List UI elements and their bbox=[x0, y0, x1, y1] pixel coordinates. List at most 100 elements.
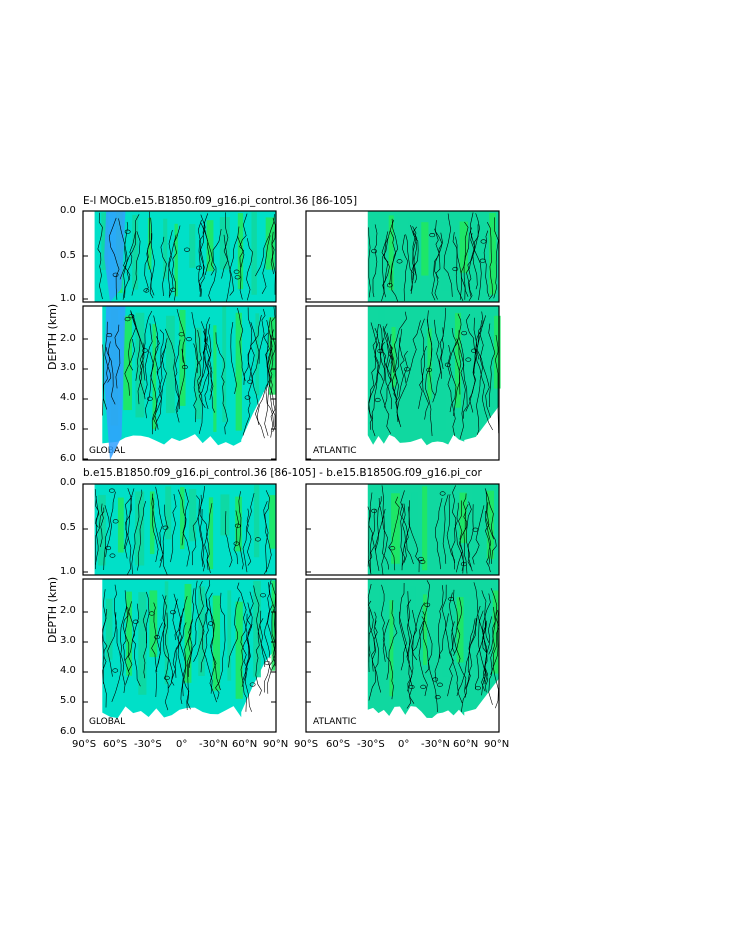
atlantic-upper-bottom-contour-line bbox=[442, 494, 449, 564]
atlantic-upper-bottom-contour-line bbox=[408, 500, 420, 573]
global-lower-bottom-contour-line bbox=[128, 603, 140, 672]
global-upper-top-contour-line bbox=[144, 217, 153, 292]
atlantic-lower-top-contour-line bbox=[475, 320, 491, 418]
global-lower-top-contour-line bbox=[258, 308, 266, 364]
atlantic-upper-bottom-contour-line bbox=[485, 490, 494, 540]
global-upper-top-contour-line bbox=[239, 213, 248, 268]
global-lower-top-contour-line bbox=[124, 338, 136, 396]
x-tick-left-30N: -30°N bbox=[199, 739, 228, 750]
atlantic-lower-bottom-contour-line bbox=[367, 583, 372, 663]
atlantic-upper-bottom-zero-label bbox=[419, 559, 426, 564]
global-upper-top-contour-line bbox=[261, 235, 271, 294]
global-upper-bottom-contour-line bbox=[170, 494, 177, 563]
atlantic-lower-bottom-contour-line bbox=[475, 593, 491, 690]
top-figure-title: E-l MOCb.e15.B1850.f09_g16.pi_control.36… bbox=[83, 195, 358, 207]
atlantic-upper-bottom-zero-label bbox=[389, 546, 396, 551]
global-lower-top-contour-line bbox=[165, 328, 180, 423]
global-lower-top-contour-line bbox=[102, 344, 108, 410]
atlantic-upper-top-contour-line bbox=[401, 234, 409, 301]
atlantic-lower-bottom-contour-line bbox=[482, 622, 489, 693]
global-upper-bottom-band bbox=[208, 497, 214, 570]
atlantic-upper-top-zero-label bbox=[479, 258, 486, 263]
atlantic-lower-top-contour-line bbox=[392, 337, 401, 396]
global-lower-top-contour-line bbox=[237, 307, 246, 382]
atlantic-lower-top-contour-line bbox=[369, 337, 385, 430]
atlantic-lower-top-contour-line bbox=[457, 313, 468, 419]
global-lower-bottom-contour-line bbox=[255, 610, 262, 696]
y-tick-top-0.5: 0.5 bbox=[60, 250, 76, 261]
global-upper-top-contour-line bbox=[123, 221, 131, 281]
atlantic-upper-bottom-contour-line bbox=[466, 501, 472, 568]
global-upper-bottom-zero-label bbox=[109, 488, 115, 493]
global-upper-bottom-contour-line bbox=[155, 486, 168, 575]
atlantic-lower-bottom-zero-label bbox=[434, 695, 441, 700]
global-lower-top-contour-line bbox=[176, 309, 186, 363]
atlantic-lower-bottom-zero-label bbox=[424, 602, 431, 607]
global-lower-top-zero-label bbox=[247, 379, 254, 384]
global-upper-bottom-contour-line bbox=[124, 495, 133, 559]
atlantic-upper-top-contour-line bbox=[434, 232, 443, 300]
atlantic-lower-bottom-contour-line bbox=[481, 590, 490, 643]
global-lower-bottom-contour-line bbox=[253, 585, 272, 671]
global-lower-top-contour-line bbox=[271, 306, 276, 371]
global-upper-bottom-band bbox=[220, 494, 230, 536]
global-lower-bottom-contour-line bbox=[267, 580, 276, 694]
atlantic-lower-top-band bbox=[391, 327, 396, 388]
global-upper-top-contour-line bbox=[237, 235, 245, 300]
atlantic-upper-top-band bbox=[459, 221, 469, 273]
atlantic-lower-top-contour-line bbox=[379, 342, 391, 434]
global-lower-bottom-contour-line bbox=[174, 608, 184, 678]
panel-label-global-bottom: GLOBAL bbox=[89, 717, 126, 727]
global-lower-top-contour-line bbox=[243, 307, 253, 385]
global-upper-top-band bbox=[265, 217, 275, 270]
atlantic-lower-bottom-zero-label bbox=[475, 686, 481, 691]
global-lower-bottom-contour-line bbox=[172, 598, 190, 711]
global-lower-bottom-band bbox=[253, 581, 261, 678]
global-upper-bottom-zero-label bbox=[255, 537, 261, 542]
atlantic-lower-bottom-contour-line bbox=[411, 602, 425, 661]
atlantic-lower-bottom-contour-line bbox=[453, 597, 463, 656]
atlantic-upper-bottom-contour-line bbox=[446, 494, 455, 570]
atlantic-upper-bottom-band bbox=[438, 488, 444, 567]
global-upper-bottom-zero-label bbox=[112, 519, 119, 524]
global-lower-top-zero-label bbox=[146, 396, 153, 401]
atlantic-upper-top-contour-line bbox=[460, 221, 469, 300]
atlantic-lower-top-zero-label bbox=[374, 397, 381, 403]
atlantic-upper-bottom-contour-line bbox=[462, 493, 468, 574]
atlantic-lower-top-contour-line bbox=[393, 311, 407, 401]
global-upper-bottom-zero-label bbox=[109, 553, 116, 558]
global-lower-bottom-contour-line bbox=[102, 589, 107, 684]
atlantic-lower-bottom-contour-line bbox=[461, 618, 477, 712]
y-tick-bottom-6.0: 6.0 bbox=[60, 726, 76, 737]
global-lower-top-band bbox=[135, 312, 145, 418]
atlantic-upper-bottom-contour-line bbox=[435, 498, 443, 570]
x-tick-left-30S: -30°S bbox=[134, 739, 162, 750]
atlantic-upper-top-zero-label bbox=[429, 232, 436, 238]
global-upper-top-contour-line bbox=[199, 214, 205, 297]
atlantic-upper-bottom-contour-line bbox=[467, 504, 474, 572]
global-lower-bottom-contour-line bbox=[259, 618, 266, 668]
global-lower-top-contour-line bbox=[263, 332, 276, 433]
atlantic-upper-top-contour-line bbox=[431, 220, 443, 301]
global-lower-top-contour-line bbox=[114, 324, 121, 389]
global-upper-top-contour-line bbox=[198, 221, 206, 297]
global-lower-top-contour-line bbox=[179, 348, 186, 410]
global-upper-top-contour-line bbox=[171, 225, 181, 301]
global-lower-top-band bbox=[213, 325, 217, 432]
global-lower-bottom-contour-line bbox=[119, 605, 128, 694]
atlantic-lower-bottom-contour-line bbox=[382, 619, 394, 700]
atlantic-lower-bottom-contour-line bbox=[449, 592, 455, 653]
atlantic-upper-bottom-contour-line bbox=[401, 503, 406, 567]
atlantic-lower-bottom-fill bbox=[367, 579, 499, 718]
global-lower-bottom-contour-line bbox=[179, 622, 187, 704]
atlantic-upper-bottom-contour-line bbox=[451, 502, 459, 564]
atlantic-lower-top-zero-label bbox=[471, 348, 477, 353]
global-lower-bottom-contour-line bbox=[201, 608, 213, 694]
global-lower-top-contour-line bbox=[249, 314, 262, 380]
global-lower-bottom-band bbox=[212, 595, 221, 691]
panel-label-global-top: GLOBAL bbox=[89, 446, 126, 456]
global-lower-top-zero-label bbox=[244, 395, 251, 400]
atlantic-lower-top-contour-line bbox=[396, 350, 408, 423]
atlantic-upper-bottom-contour-line bbox=[399, 503, 409, 563]
